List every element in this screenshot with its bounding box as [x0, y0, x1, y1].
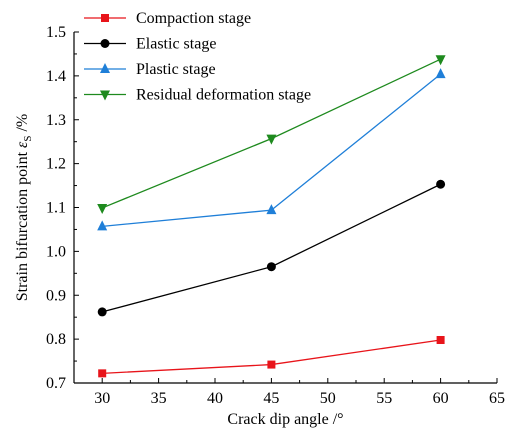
x-tick-label: 65	[489, 390, 505, 407]
y-axis-title-symbol: ε	[14, 141, 31, 148]
series-line	[101, 58, 441, 209]
legend-marker	[100, 39, 110, 48]
data-point	[435, 68, 446, 79]
y-axis-title: Strain bifurcation point εS /%	[14, 114, 34, 302]
data-point	[97, 307, 107, 317]
data-point	[266, 134, 277, 145]
x-tick-label: 50	[320, 390, 336, 407]
legend-item: Residual deformation stage	[84, 87, 311, 104]
data-point	[267, 360, 276, 369]
y-tick-label: 1.5	[46, 24, 66, 41]
series-elastic-stage	[97, 179, 446, 317]
axes: 30 35 40 45 50 55 60 65 0.7 0.8 0.9 1.0 1.1 1.2 1.3 1.4…	[46, 24, 505, 407]
legend-item: Plastic stage	[84, 61, 216, 78]
series-layer	[97, 55, 446, 378]
y-tick-label: 0.8	[46, 331, 66, 348]
data-point	[266, 204, 277, 215]
legend-item: Compaction stage	[84, 10, 251, 27]
series-plastic-stage	[97, 68, 446, 231]
data-point	[436, 179, 446, 189]
x-axis-title: Crack dip angle /°	[227, 411, 343, 428]
series-residual-deformation-stage	[97, 55, 446, 214]
y-tick-label: 0.9	[46, 287, 66, 304]
legend-marker	[101, 14, 109, 22]
data-point	[97, 203, 108, 214]
legend-item: Elastic stage	[84, 36, 216, 53]
y-axis-title-main: Strain bifurcation point	[14, 148, 31, 301]
x-tick-label: 40	[207, 390, 223, 407]
legend-label: Residual deformation stage	[136, 87, 311, 104]
x-tick-label: 45	[263, 390, 279, 407]
y-axis-title-subscript: S	[22, 136, 34, 142]
x-tick-label: 35	[151, 390, 167, 407]
x-tick-label: 55	[376, 390, 392, 407]
y-tick-label: 1.4	[46, 68, 66, 85]
data-point	[98, 369, 107, 378]
data-point	[435, 55, 446, 66]
data-point	[97, 220, 108, 231]
series-line	[102, 183, 441, 313]
y-tick-label: 1.1	[46, 200, 66, 217]
y-axis-title-unit: /%	[14, 114, 31, 136]
legend-marker	[100, 63, 110, 73]
y-tick-label: 0.7	[46, 375, 66, 392]
y-tick-label: 1.3	[46, 112, 66, 129]
legend-label: Elastic stage	[136, 36, 216, 53]
legend-label: Plastic stage	[136, 61, 216, 78]
legend-marker	[100, 90, 110, 101]
x-tick-label: 30	[94, 390, 110, 407]
data-point	[266, 262, 276, 272]
data-point	[436, 336, 445, 345]
legend-label: Compaction stage	[136, 10, 251, 27]
x-tick-label: 60	[433, 390, 449, 407]
y-tick-label: 1.2	[46, 156, 66, 173]
series-compaction-stage	[98, 336, 445, 378]
legend: Compaction stage Elastic stage Plastic sta…	[84, 10, 311, 104]
y-tick-label: 1.0	[46, 243, 66, 260]
